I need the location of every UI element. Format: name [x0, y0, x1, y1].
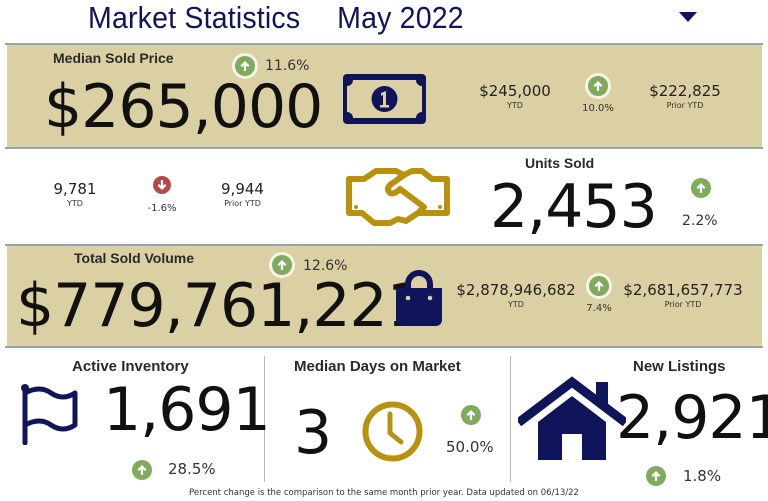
divider [5, 244, 763, 246]
total-sold-volume-prior-ytd-value: $2,681,657,773 [623, 281, 743, 299]
units-sold-ytd-value: 9,781 [53, 180, 97, 198]
new-listings-change: 1.8% [683, 467, 722, 485]
column-divider [264, 356, 265, 482]
footer-note: Percent change is the comparison to the … [189, 488, 579, 498]
up-arrow-icon [691, 178, 711, 198]
median-days-on-market-value: 3 [294, 398, 332, 468]
period-label: May 2022 [337, 0, 464, 35]
median-days-on-market-change: 50.0% [446, 438, 494, 456]
up-arrow-icon [461, 405, 481, 425]
median-sold-price-change: 11.6% [265, 58, 310, 74]
active-inventory-value: 1,691 [103, 375, 271, 445]
total-sold-volume-label: Total Sold Volume [74, 250, 195, 266]
median-sold-price-ytd-change: 10.0% [582, 103, 614, 114]
up-arrow-icon [588, 76, 608, 96]
units-sold-label: Units Sold [525, 155, 595, 171]
ytd-label: YTD [507, 101, 523, 110]
down-arrow-icon [153, 176, 171, 194]
prior-ytd-label: Prior YTD [666, 101, 704, 110]
dollar-bill-icon [343, 74, 426, 124]
prior-ytd-label: Prior YTD [664, 300, 702, 309]
divider [5, 346, 763, 348]
median-sold-price-ytd-value: $245,000 [479, 82, 551, 100]
active-inventory-change: 28.5% [168, 460, 216, 478]
median-sold-price-label: Median Sold Price [53, 50, 174, 66]
ytd-label: YTD [67, 199, 83, 208]
total-sold-volume-panel [7, 246, 762, 346]
units-sold-prior-ytd-value: 9,944 [221, 180, 264, 198]
units-sold-change: 2.2% [682, 213, 718, 229]
clock-icon [361, 400, 424, 463]
median-days-on-market-label: Median Days on Market [294, 358, 461, 375]
total-sold-volume-ytd-value: $2,878,946,682 [456, 281, 576, 299]
handshake-icon [346, 167, 450, 227]
page-title: Market Statistics May 2022 [88, 0, 464, 36]
total-sold-volume-value: $779,761,221 [16, 271, 425, 341]
up-arrow-icon [646, 466, 666, 486]
prior-ytd-label: Prior YTD [224, 199, 261, 208]
up-arrow-icon [589, 276, 609, 296]
total-sold-volume-change: 12.6% [303, 258, 348, 274]
column-divider [510, 356, 511, 482]
ytd-label: YTD [508, 300, 524, 309]
new-listings-value: 2,921 [616, 383, 768, 453]
title-text: Market Statistics [88, 0, 301, 35]
divider [5, 147, 763, 149]
flag-icon [18, 383, 78, 446]
up-arrow-icon [272, 255, 292, 275]
shopping-bag-icon [394, 270, 444, 327]
active-inventory-label: Active Inventory [72, 358, 189, 375]
up-arrow-icon [235, 56, 255, 76]
divider [5, 43, 763, 45]
units-sold-ytd-change: -1.6% [147, 203, 177, 214]
new-listings-label: New Listings [633, 358, 726, 375]
house-icon [515, 376, 629, 460]
up-arrow-icon [132, 460, 152, 480]
median-sold-price-value: $265,000 [44, 72, 323, 142]
median-sold-price-prior-ytd-value: $222,825 [649, 82, 721, 100]
units-sold-value: 2,453 [490, 172, 658, 242]
caret-down-icon[interactable] [679, 12, 697, 22]
total-sold-volume-ytd-change: 7.4% [586, 303, 612, 314]
